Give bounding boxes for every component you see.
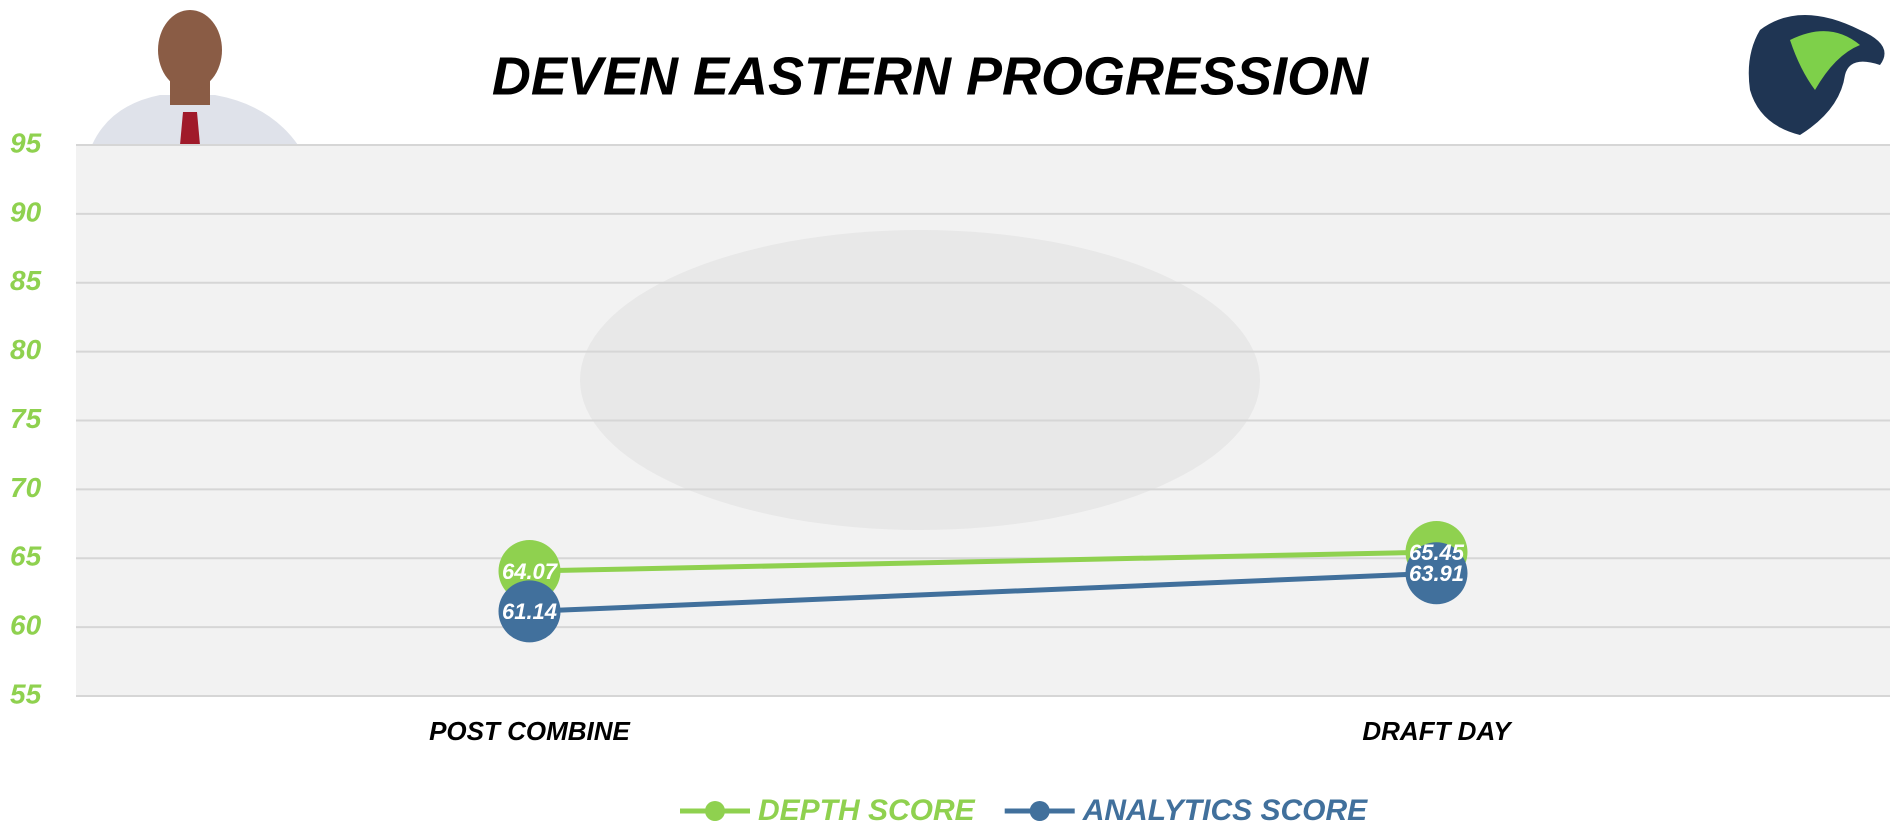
- y-tick-label: 80: [10, 334, 42, 365]
- y-tick-label: 95: [10, 127, 42, 158]
- y-tick-label: 65: [10, 541, 42, 572]
- series-line: [529, 570, 1437, 614]
- data-label: 61.14: [502, 599, 557, 624]
- player-photo: [92, 10, 298, 145]
- x-tick-label: DRAFT DAY: [1362, 716, 1513, 746]
- series-line: [529, 549, 1437, 574]
- y-tick-label: 90: [10, 196, 42, 227]
- data-label: 63.91: [1409, 561, 1464, 586]
- y-tick-label: 55: [10, 678, 42, 709]
- x-tick-label: POST COMBINE: [429, 716, 630, 746]
- data-label: 65.45: [1409, 540, 1465, 565]
- y-tick-label: 60: [10, 610, 42, 641]
- point: [498, 580, 561, 643]
- data-label: 64.07: [502, 559, 559, 584]
- watermark: [580, 230, 1260, 530]
- chart-title: DEVEN EASTERN PROGRESSION: [492, 46, 1369, 106]
- y-tick-label: 85: [10, 265, 42, 296]
- team-logo: [1748, 15, 1885, 135]
- legend-label: DEPTH SCORE: [758, 794, 976, 827]
- y-tick-label: 75: [10, 403, 42, 434]
- legend-marker: [1029, 801, 1050, 821]
- legend-label: ANALYTICS SCORE: [1082, 794, 1368, 827]
- legend-marker: [705, 801, 725, 821]
- point: [1405, 542, 1468, 605]
- y-tick-label: 70: [10, 472, 42, 503]
